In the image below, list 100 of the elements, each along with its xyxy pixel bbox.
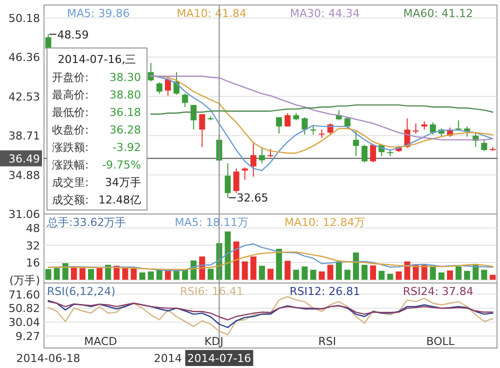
candlestick xyxy=(481,139,488,152)
bar xyxy=(148,271,154,280)
x-tick-label: 2014 xyxy=(154,352,182,365)
ref-line-label: 36.49 xyxy=(8,152,40,166)
line-series xyxy=(48,296,494,336)
line-series xyxy=(48,300,494,320)
annotation: 开盘价: xyxy=(52,71,89,84)
candlestick xyxy=(310,124,316,136)
candlestick xyxy=(370,143,376,163)
bar xyxy=(164,270,171,280)
candlestick xyxy=(302,116,308,136)
bar xyxy=(208,268,214,280)
bar xyxy=(105,264,112,280)
candlestick xyxy=(224,162,231,198)
annotation: 36.28 xyxy=(110,124,141,136)
bar xyxy=(447,270,453,280)
y-tick-label: 16 xyxy=(26,256,40,270)
candlestick xyxy=(250,141,256,178)
bar xyxy=(327,264,334,280)
bar xyxy=(472,264,479,280)
bar xyxy=(430,266,436,280)
bar xyxy=(268,268,274,280)
candlestick xyxy=(242,166,248,180)
annotation: 涨跌幅: xyxy=(52,158,89,172)
bar xyxy=(45,269,52,280)
annotation: 38.80 xyxy=(110,88,141,102)
bar xyxy=(481,270,488,280)
annotation: 成交里: xyxy=(52,176,89,189)
y-tick-label: 34.88 xyxy=(8,168,40,182)
y-tick-label: 50.18 xyxy=(8,12,40,26)
annotation: MACD xyxy=(84,335,118,348)
annotation: RSI xyxy=(318,335,336,348)
annotation: 32.65 xyxy=(236,192,268,205)
annotation: 最高价: xyxy=(52,88,89,102)
annotation: RSI(6,12,24) xyxy=(47,285,116,298)
bar xyxy=(464,270,470,280)
line-series xyxy=(48,251,494,270)
bar xyxy=(88,269,94,280)
y-tick-label: 42.53 xyxy=(8,90,40,104)
candlestick xyxy=(430,122,436,136)
bar xyxy=(362,264,368,280)
bar xyxy=(139,272,146,280)
bar xyxy=(284,260,291,280)
y-tick-label: 32 xyxy=(26,239,40,252)
annotation: 2014-07-16,三 xyxy=(58,53,136,66)
x-tick-label: 2014-06-18 xyxy=(16,352,80,365)
bar xyxy=(96,268,103,280)
bar xyxy=(336,261,342,280)
candlestick xyxy=(352,130,359,157)
candlestick xyxy=(276,116,282,134)
candlestick xyxy=(412,122,419,134)
y-tick-label: 31.06 xyxy=(8,208,40,221)
bar xyxy=(54,268,60,280)
candlestick xyxy=(156,82,162,94)
text: MA5: 39.86 xyxy=(67,7,130,20)
annotation: 38.30 xyxy=(110,71,141,84)
bar xyxy=(378,270,385,280)
series-label: RSI12: 26.81 xyxy=(290,285,360,298)
bar xyxy=(344,270,350,280)
candlestick xyxy=(284,112,291,127)
bar xyxy=(276,248,282,280)
candlestick xyxy=(182,93,188,108)
annotation: 12.48亿 xyxy=(98,194,141,206)
y-tick-label: 48 xyxy=(26,222,40,236)
text: MA10: 12.84万 xyxy=(284,216,366,229)
bar xyxy=(396,271,402,280)
bar xyxy=(387,274,394,280)
candlestick xyxy=(199,114,206,148)
candlestick xyxy=(233,168,240,194)
annotation: 34万手 xyxy=(105,176,141,189)
bar xyxy=(122,267,128,280)
y-tick-label: 50.82 xyxy=(8,302,40,316)
bar xyxy=(310,270,316,280)
annotation: 总手:33.62万手 xyxy=(46,216,126,229)
bar xyxy=(456,266,462,280)
annotation: -3.92 xyxy=(112,141,141,154)
candlestick xyxy=(362,144,368,163)
text: MA30: 44.34 xyxy=(290,7,360,20)
annotation: -9.75% xyxy=(102,158,141,172)
bar xyxy=(490,274,496,280)
y-tick-label: 30.04 xyxy=(8,316,40,330)
y-tick-label: 71.60 xyxy=(8,288,40,302)
y-tick-label: 38.71 xyxy=(8,130,40,143)
bar xyxy=(352,252,359,280)
annotation: 收盘价: xyxy=(52,124,89,136)
annotation: 48.59 xyxy=(57,28,89,42)
y-tick-label: 9.27 xyxy=(16,330,40,343)
annotation: BOLL xyxy=(426,335,456,348)
bar xyxy=(438,272,444,280)
y-tick-label: 46.36 xyxy=(8,51,40,64)
bar xyxy=(370,265,376,280)
bar xyxy=(302,266,308,280)
bar xyxy=(79,268,86,280)
bar xyxy=(258,266,265,280)
candlestick xyxy=(45,34,52,50)
candlestick xyxy=(344,116,350,130)
bar xyxy=(233,241,240,280)
bar xyxy=(224,231,231,280)
annotation: 36.18 xyxy=(110,106,141,119)
candlestick xyxy=(164,76,171,96)
